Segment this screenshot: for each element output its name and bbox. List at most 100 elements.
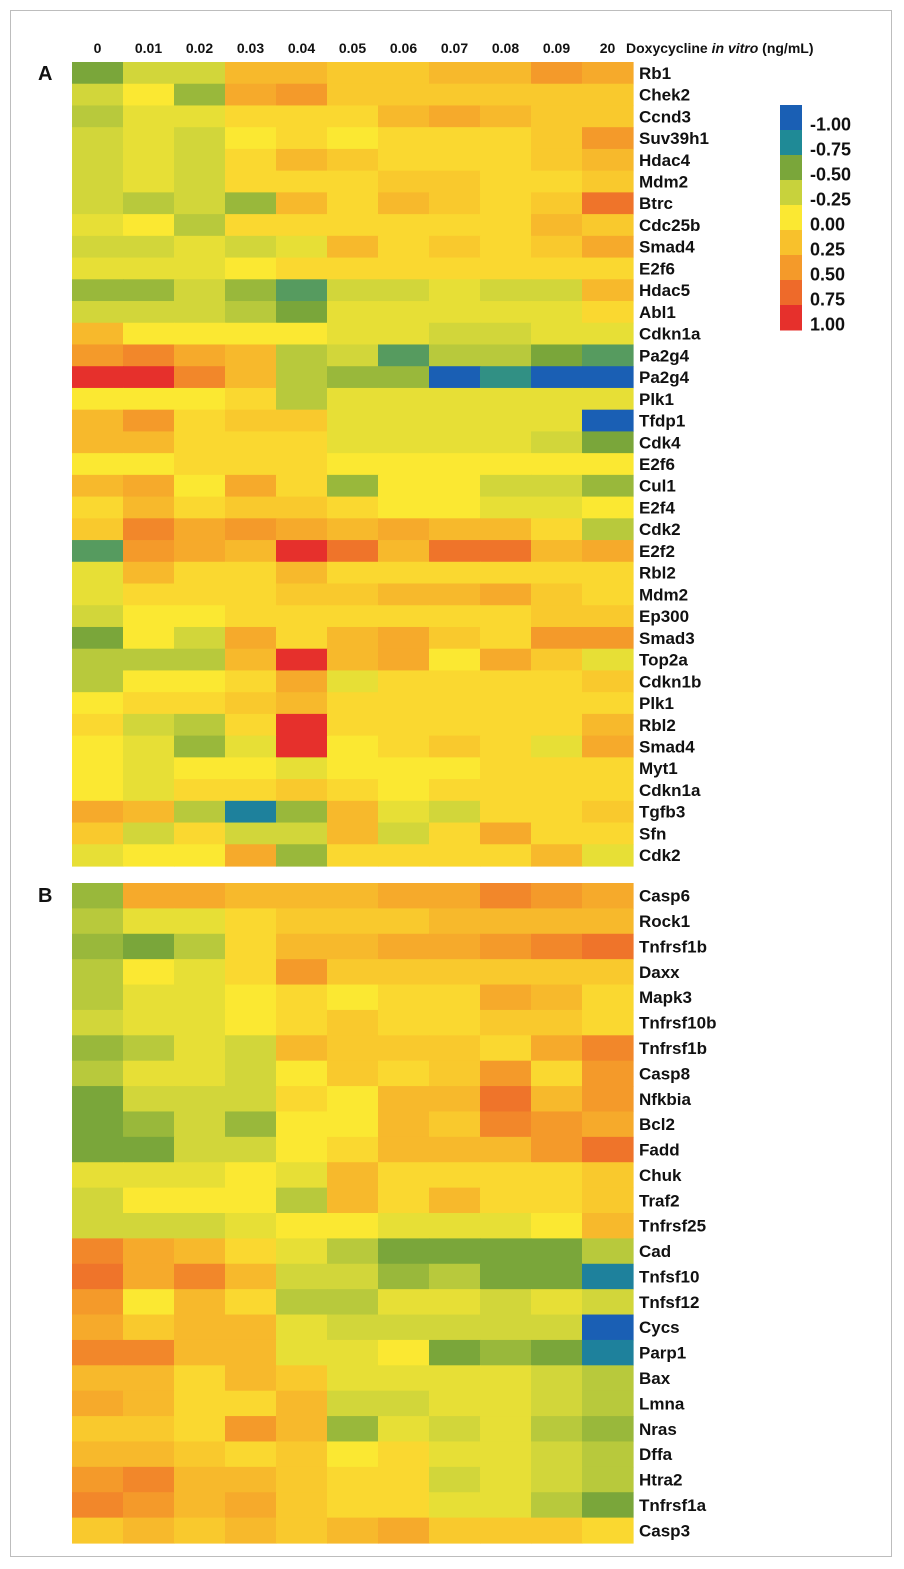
heatmap-cell — [123, 192, 175, 215]
heatmap-cell — [72, 170, 124, 193]
heatmap-cell — [531, 908, 583, 935]
heatmap-cell — [480, 148, 532, 172]
heatmap-cell — [225, 1187, 277, 1214]
heatmap-cell — [174, 1060, 226, 1087]
heatmap-cell — [582, 1238, 634, 1265]
heatmap-panel: B Casp6 Rock1 Tnfrsf1b Daxx Mapk3 Tnfrsf10b Tnf… — [38, 883, 716, 1544]
heatmap-cell — [429, 1263, 481, 1290]
heatmap-cell — [123, 1289, 175, 1316]
heatmap-cell — [72, 366, 124, 389]
heatmap-cell — [531, 83, 583, 107]
heatmap-cell — [480, 1213, 532, 1239]
heatmap-cell — [327, 192, 379, 215]
heatmap-cell — [72, 496, 124, 519]
heatmap-cell — [123, 984, 175, 1011]
heatmap-cell — [480, 648, 532, 672]
heatmap-cell — [429, 1339, 481, 1366]
heatmap-cell — [174, 170, 226, 193]
heatmap-cell — [276, 1213, 328, 1239]
heatmap-cell — [174, 1314, 226, 1341]
heatmap-cell — [123, 148, 175, 172]
heatmap-cell — [72, 1136, 124, 1163]
heatmap-cell — [174, 453, 226, 476]
legend-swatch — [780, 180, 802, 206]
heatmap-cell — [327, 1390, 379, 1417]
heatmap-cell — [429, 540, 481, 563]
heatmap-cell — [276, 1263, 328, 1290]
heatmap-cell — [582, 883, 634, 909]
heatmap-cell — [531, 670, 583, 693]
gene-label: Pa2g4 — [639, 368, 690, 387]
heatmap-cell — [72, 1213, 124, 1239]
heatmap-cell — [378, 583, 430, 606]
gene-label: Tnfsf12 — [639, 1293, 699, 1312]
gene-label: Tnfsf10 — [639, 1267, 699, 1286]
heatmap-cell — [327, 984, 379, 1011]
heatmap-cell — [174, 257, 226, 280]
heatmap-cell — [174, 1466, 226, 1493]
heatmap-cell — [276, 474, 328, 498]
heatmap-cell — [582, 214, 634, 237]
heatmap-cell — [123, 1517, 175, 1544]
heatmap-cell — [531, 1187, 583, 1214]
heatmap-cell — [174, 583, 226, 606]
heatmap-cell — [480, 1390, 532, 1417]
heatmap-cell — [123, 322, 175, 346]
heatmap-cell — [72, 933, 124, 960]
heatmap-cell — [276, 366, 328, 389]
heatmap-cell — [276, 626, 328, 650]
heatmap-cell — [378, 214, 430, 237]
heatmap-cell — [582, 83, 634, 107]
axis-title-italic: in vitro — [712, 40, 759, 56]
heatmap-cell — [327, 1035, 379, 1062]
gene-label: Pa2g4 — [639, 346, 690, 365]
heatmap-cell — [174, 192, 226, 215]
heatmap-cell — [429, 257, 481, 280]
heatmap-cell — [123, 713, 175, 737]
heatmap-cell — [225, 1213, 277, 1239]
heatmap-cell — [276, 844, 328, 867]
heatmap-cell — [531, 844, 583, 867]
heatmap-cell — [174, 1111, 226, 1138]
heatmap-cell — [123, 257, 175, 280]
heatmap-cell — [72, 322, 124, 346]
heatmap-cell — [531, 583, 583, 606]
heatmap-cell — [531, 984, 583, 1011]
heatmap-cell — [225, 583, 277, 606]
heatmap-cell — [72, 1517, 124, 1544]
heatmap-cell — [531, 148, 583, 172]
heatmap-cell — [582, 431, 634, 454]
heatmap-cell — [72, 1416, 124, 1443]
heatmap-cell — [123, 626, 175, 650]
heatmap-cell — [480, 235, 532, 259]
heatmap-cell — [378, 409, 430, 433]
heatmap-cell — [276, 1238, 328, 1265]
heatmap-cell — [225, 257, 277, 280]
heatmap-cell — [378, 127, 430, 150]
heatmap-panels: A Rb1 Chek2 Ccnd3 Suv39h1 Hdac4 Mdm2 Btrc Cdc25b… — [38, 62, 716, 1544]
heatmap-cell — [480, 1263, 532, 1290]
heatmap-cell — [123, 1238, 175, 1265]
heatmap-cell — [531, 735, 583, 758]
heatmap-cell — [582, 453, 634, 476]
heatmap-cell — [327, 1238, 379, 1265]
heatmap-cell — [327, 1187, 379, 1214]
heatmap-cell — [174, 1365, 226, 1392]
heatmap-cell — [123, 583, 175, 606]
heatmap-cell — [225, 908, 277, 935]
heatmap-cell — [276, 518, 328, 541]
heatmap-cell — [480, 1441, 532, 1468]
heatmap-cell — [531, 214, 583, 237]
heatmap-cell — [72, 214, 124, 237]
heatmap-cell — [123, 431, 175, 454]
heatmap-cell — [327, 344, 379, 367]
heatmap-cell — [72, 713, 124, 737]
heatmap-cell — [531, 1314, 583, 1341]
heatmap-cell — [531, 1441, 583, 1468]
heatmap-cell — [225, 883, 277, 909]
heatmap-cell — [72, 735, 124, 758]
heatmap-cell — [225, 757, 277, 780]
heatmap-cell — [72, 1086, 124, 1113]
heatmap-cell — [327, 105, 379, 128]
